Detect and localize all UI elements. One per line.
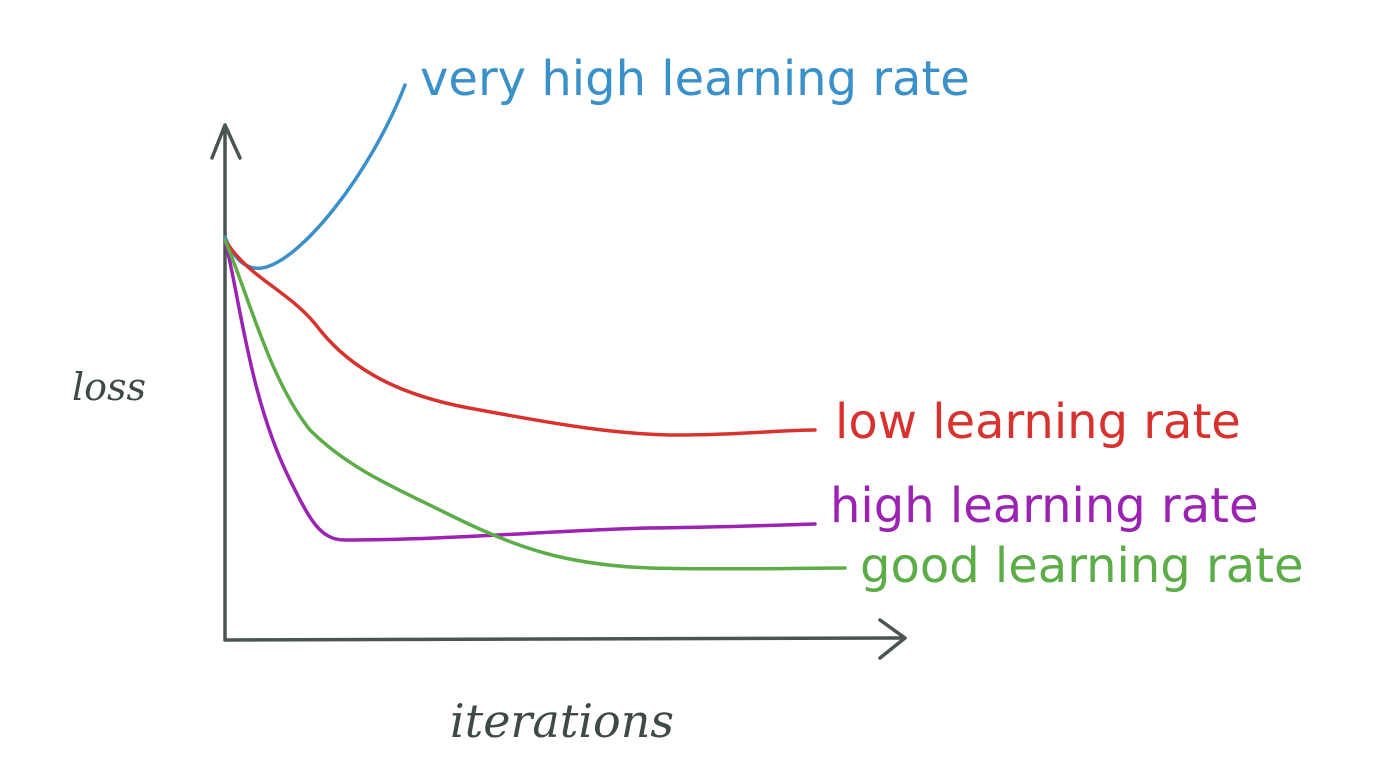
- curve-label: low learning rate: [835, 394, 1241, 450]
- curve-label: high learning rate: [830, 478, 1258, 534]
- x-axis: [223, 618, 907, 660]
- x-axis-label: iterations: [450, 694, 674, 748]
- y-axis-label: loss: [72, 365, 146, 409]
- curve-label: good learning rate: [860, 538, 1304, 594]
- curve: [223, 238, 817, 542]
- curve-label: very high learning rate: [420, 51, 970, 107]
- y-axis: [210, 123, 242, 642]
- curve: [223, 238, 847, 571]
- curve: [223, 83, 407, 271]
- curve: [223, 238, 817, 437]
